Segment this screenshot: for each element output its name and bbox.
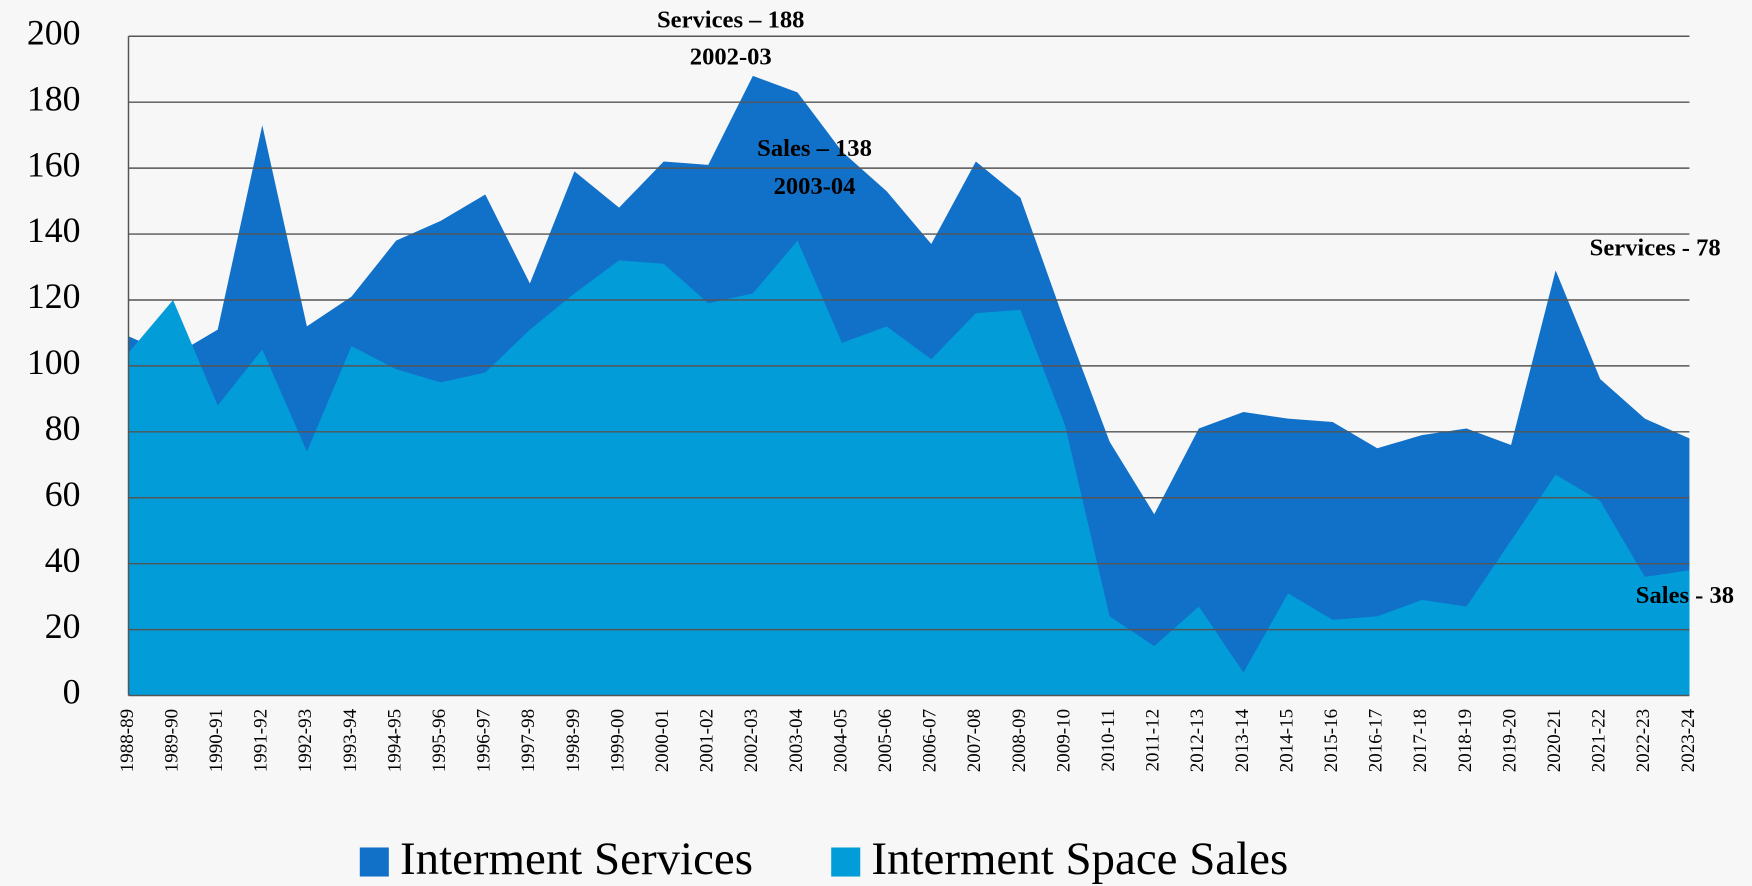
y-tick-label: 140 bbox=[27, 210, 81, 250]
legend-label: Interment Services bbox=[400, 833, 753, 885]
x-tick-label: 2012-13 bbox=[1187, 709, 1208, 772]
x-tick-label: 1988-89 bbox=[117, 709, 138, 772]
y-tick-label: 20 bbox=[45, 606, 81, 646]
x-tick-label: 2000-01 bbox=[652, 709, 673, 772]
x-tick-label: 2006-07 bbox=[920, 709, 941, 772]
x-tick-label: 2009-10 bbox=[1053, 709, 1074, 772]
x-tick-label: 1991-92 bbox=[251, 709, 272, 772]
x-tick-label: 2003-04 bbox=[786, 708, 807, 772]
y-tick-label: 160 bbox=[27, 144, 81, 184]
y-tick-label: 80 bbox=[45, 408, 81, 448]
x-tick-label: 2023-24 bbox=[1678, 708, 1699, 772]
x-tick-label: 2017-18 bbox=[1410, 709, 1431, 772]
legend-label: Interment Space Sales bbox=[871, 833, 1288, 885]
legend-swatch bbox=[359, 847, 389, 877]
x-tick-label: 1992-93 bbox=[295, 709, 316, 772]
annotation: 2002-03 bbox=[690, 43, 772, 70]
annotation: Services – 188 bbox=[657, 6, 804, 33]
x-tick-label: 2018-19 bbox=[1455, 709, 1476, 772]
annotation: Sales - 38 bbox=[1636, 582, 1734, 609]
legend-swatch bbox=[831, 847, 861, 877]
x-tick-label: 2013-14 bbox=[1232, 708, 1253, 772]
y-tick-label: 100 bbox=[27, 342, 81, 382]
x-tick-label: 2008-09 bbox=[1009, 709, 1030, 772]
x-tick-label: 2016-17 bbox=[1366, 709, 1387, 772]
x-tick-label: 2015-16 bbox=[1321, 709, 1342, 772]
x-tick-label: 1997-98 bbox=[518, 709, 539, 772]
annotation: 2003-04 bbox=[774, 173, 856, 200]
x-tick-label: 1995-96 bbox=[429, 709, 450, 772]
x-tick-label: 2014-15 bbox=[1276, 709, 1297, 772]
x-tick-label: 1999-00 bbox=[607, 709, 628, 772]
x-tick-label: 2019-20 bbox=[1499, 709, 1520, 772]
y-tick-label: 40 bbox=[45, 540, 81, 580]
x-tick-label: 2001-02 bbox=[697, 709, 718, 772]
x-tick-label: 1994-95 bbox=[384, 709, 405, 772]
x-tick-label: 1996-97 bbox=[474, 709, 495, 772]
x-tick-label: 2002-03 bbox=[741, 709, 762, 772]
y-tick-label: 60 bbox=[45, 474, 81, 514]
x-tick-label: 2010-11 bbox=[1098, 709, 1119, 772]
x-tick-label: 2007-08 bbox=[964, 709, 985, 772]
x-tick-label: 2021-22 bbox=[1589, 709, 1610, 772]
x-tick-label: 2005-06 bbox=[875, 709, 896, 772]
y-tick-label: 200 bbox=[27, 12, 81, 52]
x-tick-label: 1993-94 bbox=[340, 708, 361, 772]
x-tick-label: 2022-23 bbox=[1633, 709, 1654, 772]
plot-area bbox=[128, 75, 1690, 696]
y-tick-label: 180 bbox=[27, 78, 81, 118]
y-tick-label: 0 bbox=[63, 672, 81, 712]
annotation: Sales – 138 bbox=[757, 135, 872, 162]
x-tick-label: 1990-91 bbox=[206, 709, 227, 772]
y-tick-label: 120 bbox=[27, 276, 81, 316]
legend: Interment Services Interment Space Sales bbox=[359, 833, 1288, 885]
x-tick-label: 1989-90 bbox=[161, 709, 182, 772]
x-tick-label: 2011-12 bbox=[1143, 709, 1164, 772]
x-tick-label: 2020-21 bbox=[1544, 709, 1565, 772]
annotation: Services - 78 bbox=[1590, 234, 1721, 261]
area bbox=[128, 240, 1690, 696]
x-tick-label: 1998-99 bbox=[563, 709, 584, 772]
grid bbox=[127, 35, 1690, 697]
x-tick-label: 2004-05 bbox=[830, 709, 851, 772]
